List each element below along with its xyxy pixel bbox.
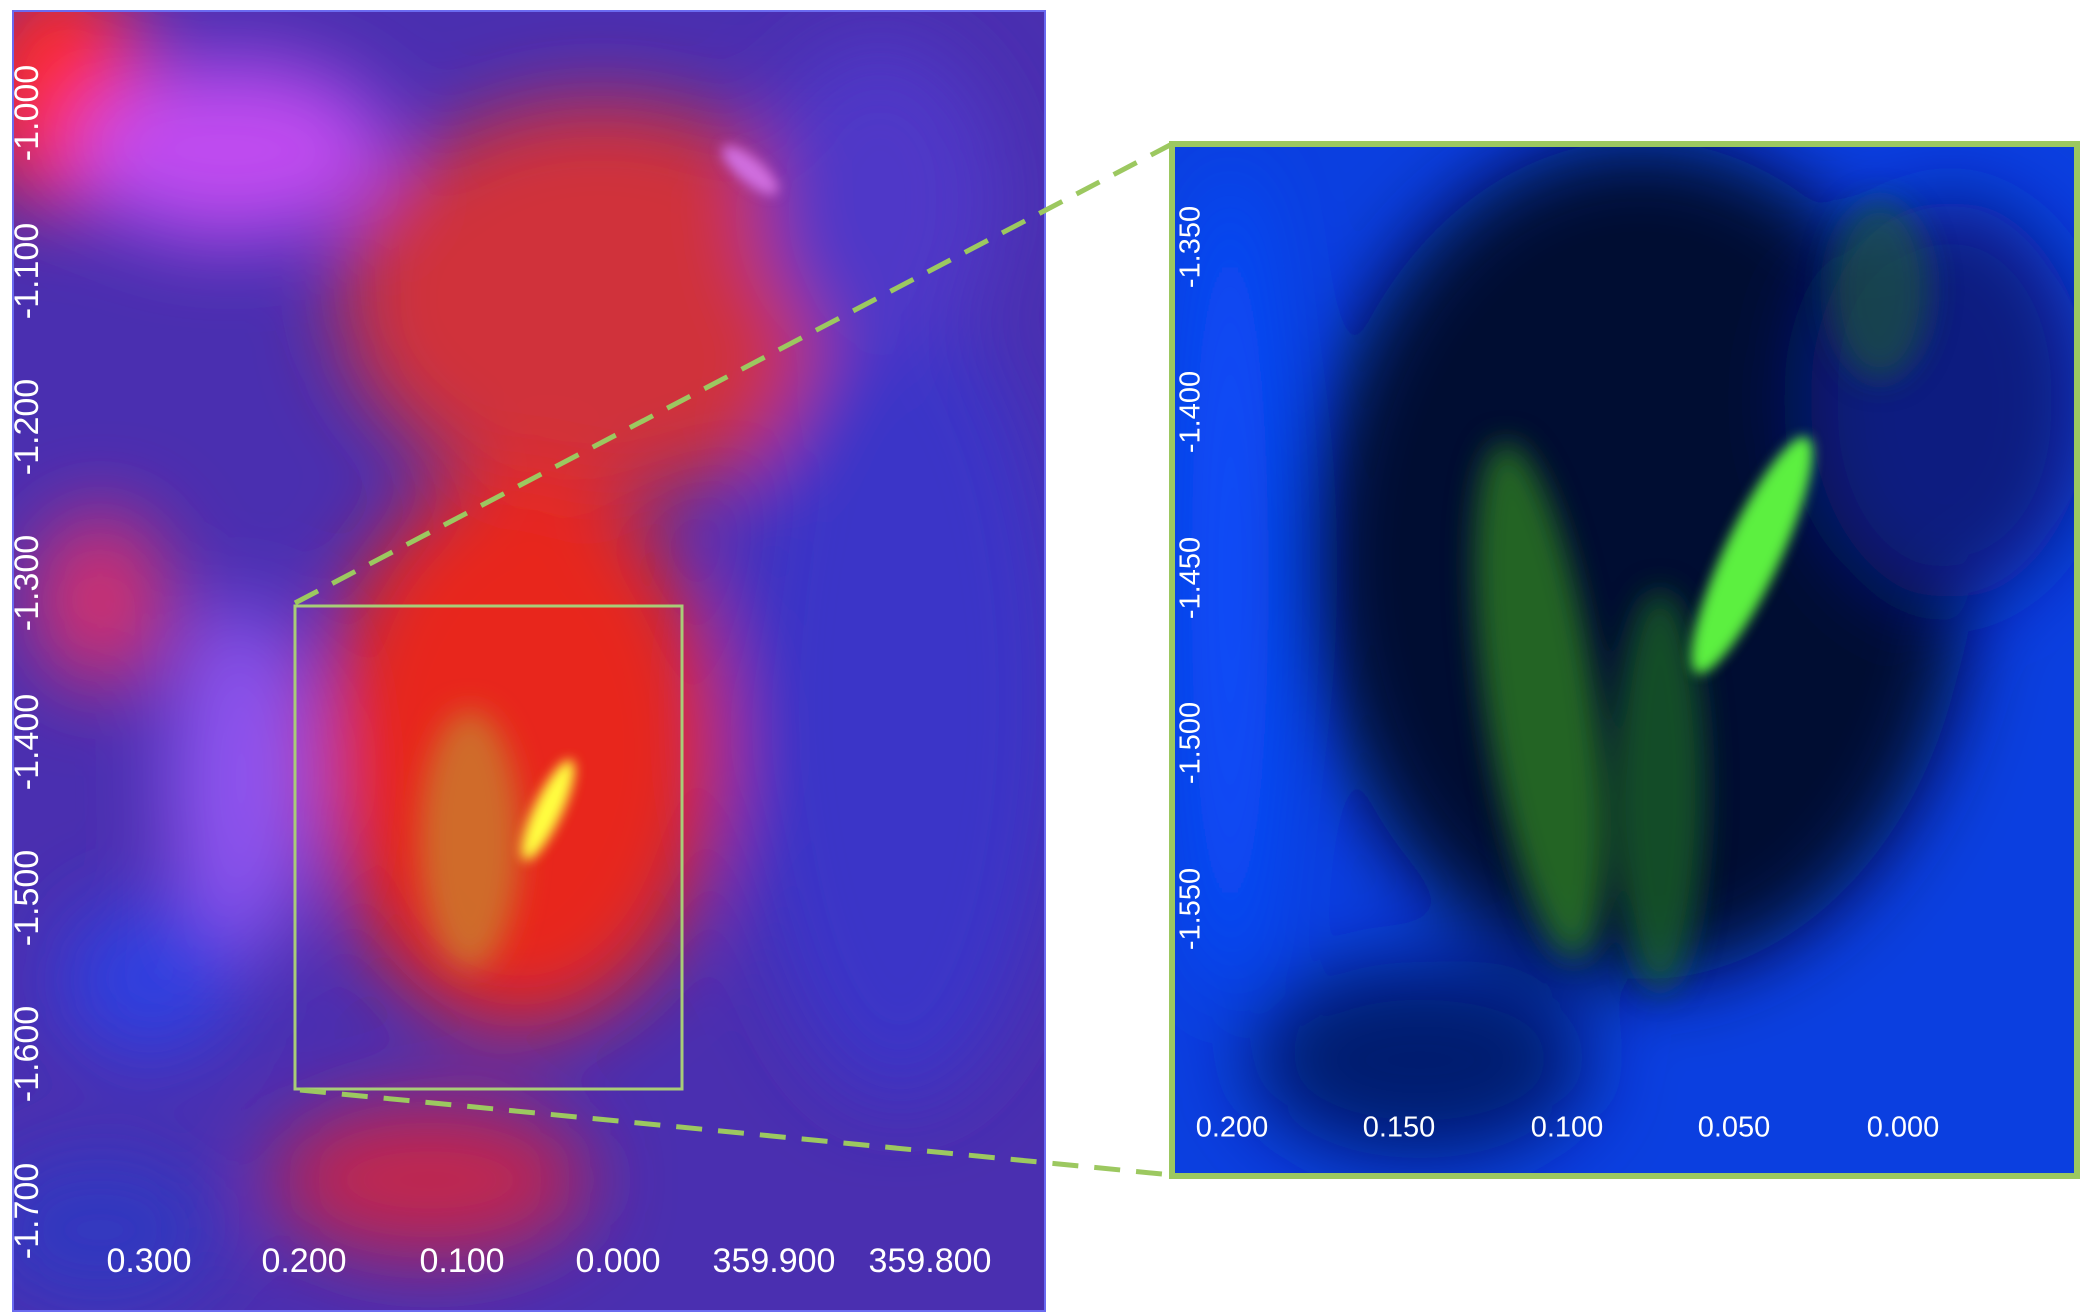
- right-image: [1172, 144, 2077, 1176]
- y-label: -1.350: [1175, 206, 1207, 288]
- y-label: -1.300: [8, 535, 46, 631]
- y-label: -1.700: [8, 1163, 46, 1259]
- y-label: -1.600: [8, 1006, 46, 1102]
- x-label: 0.200: [1196, 1112, 1269, 1144]
- y-label: -1.200: [8, 379, 46, 475]
- zoom-box: [293, 604, 684, 1091]
- y-label: -1.100: [8, 223, 46, 319]
- connector: [299, 1087, 1173, 1178]
- x-label: 0.100: [419, 1242, 504, 1280]
- x-label: 0.050: [1698, 1112, 1771, 1144]
- y-label: -1.550: [1175, 868, 1207, 950]
- left-frame: [12, 10, 1046, 1312]
- x-label: 359.800: [869, 1242, 992, 1280]
- y-label: -1.450: [1175, 537, 1207, 619]
- x-label: 0.000: [1867, 1112, 1940, 1144]
- x-label: 0.300: [106, 1242, 191, 1280]
- left-image: [13, 11, 1045, 1311]
- right-frame: [1169, 141, 2080, 1179]
- x-label: 359.900: [713, 1242, 836, 1280]
- x-label: 0.000: [575, 1242, 660, 1280]
- x-label: 0.100: [1531, 1112, 1604, 1144]
- y-label: -1.000: [8, 65, 46, 161]
- y-label: -1.500: [8, 850, 46, 946]
- x-label: 0.200: [261, 1242, 346, 1280]
- y-label: -1.500: [1175, 702, 1207, 784]
- y-label: -1.400: [1175, 371, 1207, 453]
- y-label: -1.400: [8, 694, 46, 790]
- x-label: 0.150: [1363, 1112, 1436, 1144]
